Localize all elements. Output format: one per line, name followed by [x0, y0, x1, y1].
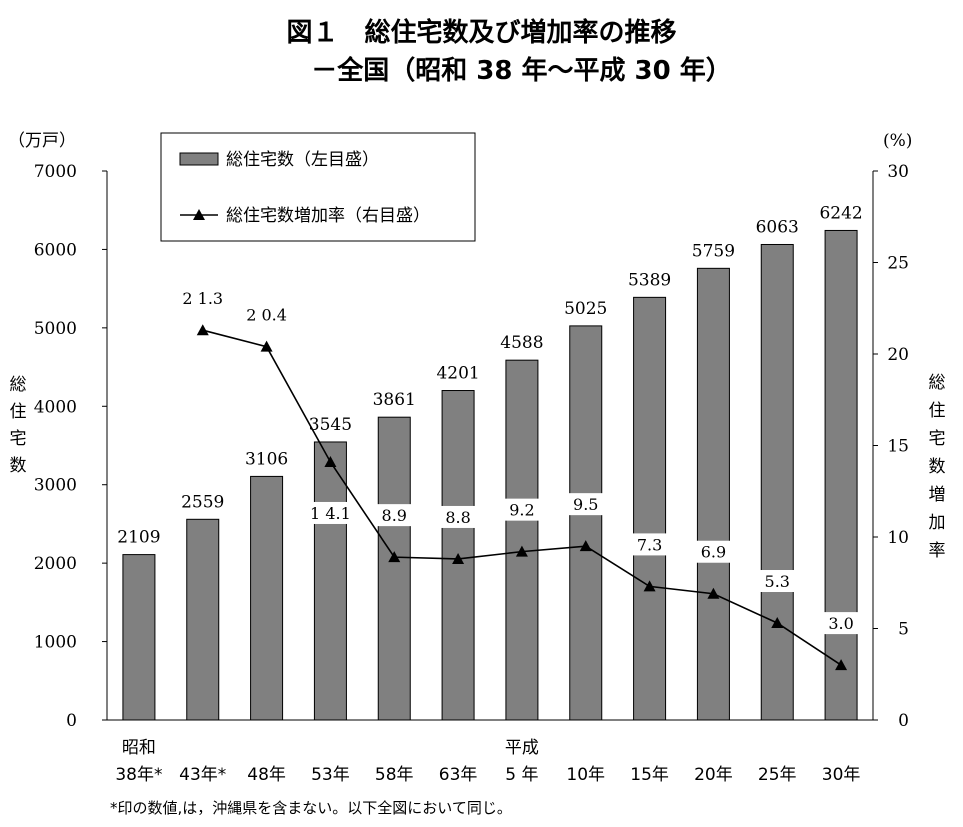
bar: [122, 554, 156, 721]
rate-value-label: 3.0: [828, 614, 853, 633]
rate-label-background: [631, 533, 668, 556]
left-tick-label: 3000: [34, 476, 77, 496]
x-tick-label: 63年: [439, 765, 478, 785]
right-tick-label: 30: [887, 162, 909, 182]
bar: [824, 229, 858, 721]
bar: [633, 296, 667, 721]
rate-value-label: 6.9: [701, 543, 726, 562]
left-axis-unit: （万戸）: [8, 131, 76, 151]
x-tick-label: 53年: [311, 765, 350, 785]
bar-value-label: 3106: [245, 449, 288, 469]
x-tick-label: 48年: [247, 765, 286, 785]
rate-marker: [196, 324, 209, 336]
rate-value-label: 2 1.3: [182, 289, 223, 308]
x-tick-label: 10年: [566, 765, 605, 785]
rate-value-label: 9.2: [509, 501, 534, 520]
rate-label-background: [376, 504, 413, 527]
rate-marker: [515, 545, 528, 557]
bar-value-label: 4201: [436, 364, 479, 384]
left-tick-label: 2000: [34, 554, 77, 574]
chart-subtitle: －全国（昭和 38 年～平成 30 年）: [311, 56, 732, 86]
right-axis-title: 総住宅数増加率: [929, 373, 946, 561]
rate-marker: [707, 587, 720, 599]
bar: [505, 359, 539, 721]
bar: [696, 267, 730, 721]
rate-label-background: [759, 570, 796, 593]
era-label: 平成: [505, 738, 539, 758]
rate-marker: [260, 340, 273, 352]
rate-label-background: [307, 501, 354, 524]
legend-bar-label: 総住宅数（左目盛）: [226, 150, 379, 170]
right-tick-label: 0: [898, 711, 909, 731]
chart-title: 図１ 総住宅数及び増加率の推移: [286, 18, 677, 48]
left-tick-label: 0: [66, 711, 77, 731]
right-tick-label: 20: [887, 345, 909, 365]
left-tick-label: 7000: [34, 162, 77, 182]
bar: [569, 325, 603, 721]
rate-marker: [324, 455, 337, 467]
bar-value-label: 4588: [500, 333, 543, 353]
rate-value-label: 2 0.4: [246, 306, 287, 325]
bar-value-label: 3545: [309, 415, 352, 435]
rate-value-label: 9.5: [573, 495, 598, 514]
legend-box: [160, 132, 476, 242]
rate-marker: [835, 659, 848, 671]
era-label: 昭和: [122, 738, 156, 758]
x-tick-label: 58年: [375, 765, 414, 785]
rate-value-label: 1 4.1: [310, 504, 351, 523]
right-axis-unit: (%): [883, 131, 912, 151]
rate-marker: [643, 580, 656, 592]
rate-marker: [452, 552, 465, 564]
bar: [186, 518, 220, 721]
left-tick-label: 1000: [34, 633, 77, 653]
legend-bar-swatch: [179, 152, 219, 166]
bar-value-label: 2559: [181, 492, 224, 512]
x-tick-label: 20年: [694, 765, 733, 785]
rate-marker: [388, 551, 401, 563]
bar: [377, 416, 411, 721]
right-tick-label: 10: [887, 528, 909, 548]
right-tick-label: 5: [898, 620, 909, 640]
rate-label-background: [823, 612, 860, 635]
rate-value-label: 8.9: [382, 506, 407, 525]
bar-value-label: 3861: [373, 390, 416, 410]
x-tick-label: 43年*: [179, 765, 226, 785]
rate-label-background: [695, 540, 732, 563]
bar-value-label: 5389: [628, 270, 671, 290]
rate-value-label: 8.8: [445, 508, 470, 527]
x-tick-label: 30年: [822, 765, 861, 785]
x-tick-label: 38年*: [115, 765, 162, 785]
left-tick-label: 6000: [34, 240, 77, 260]
right-tick-label: 15: [887, 437, 909, 457]
x-tick-label: 15年: [630, 765, 669, 785]
left-tick-label: 5000: [34, 319, 77, 339]
left-axis-title: 総住宅数: [10, 375, 27, 476]
bar: [313, 441, 347, 721]
bar-value-label: 6242: [819, 203, 862, 223]
rate-marker: [771, 617, 784, 629]
legend-line-marker: [193, 209, 205, 220]
bar-value-label: 2109: [117, 528, 160, 548]
left-tick-label: 4000: [34, 397, 77, 417]
rate-label-background: [440, 505, 477, 528]
bar: [760, 243, 794, 721]
rate-label-background: [503, 498, 540, 521]
footnote: *印の数値,は，沖縄県を含まない。以下全図において同じ。: [110, 799, 512, 817]
bar-value-label: 5759: [692, 241, 735, 261]
rate-marker: [579, 540, 592, 552]
x-tick-label: 25年: [758, 765, 797, 785]
rate-value-label: 5.3: [765, 572, 790, 591]
legend-line-label: 総住宅数増加率（右目盛）: [226, 206, 430, 226]
right-tick-label: 25: [887, 254, 909, 274]
bar-value-label: 6063: [756, 217, 799, 237]
rate-label-background: [567, 493, 604, 516]
rate-value-label: 7.3: [637, 535, 662, 554]
bar-value-label: 5025: [564, 299, 607, 319]
x-tick-label: 5 年: [505, 765, 538, 785]
bar: [250, 475, 284, 721]
